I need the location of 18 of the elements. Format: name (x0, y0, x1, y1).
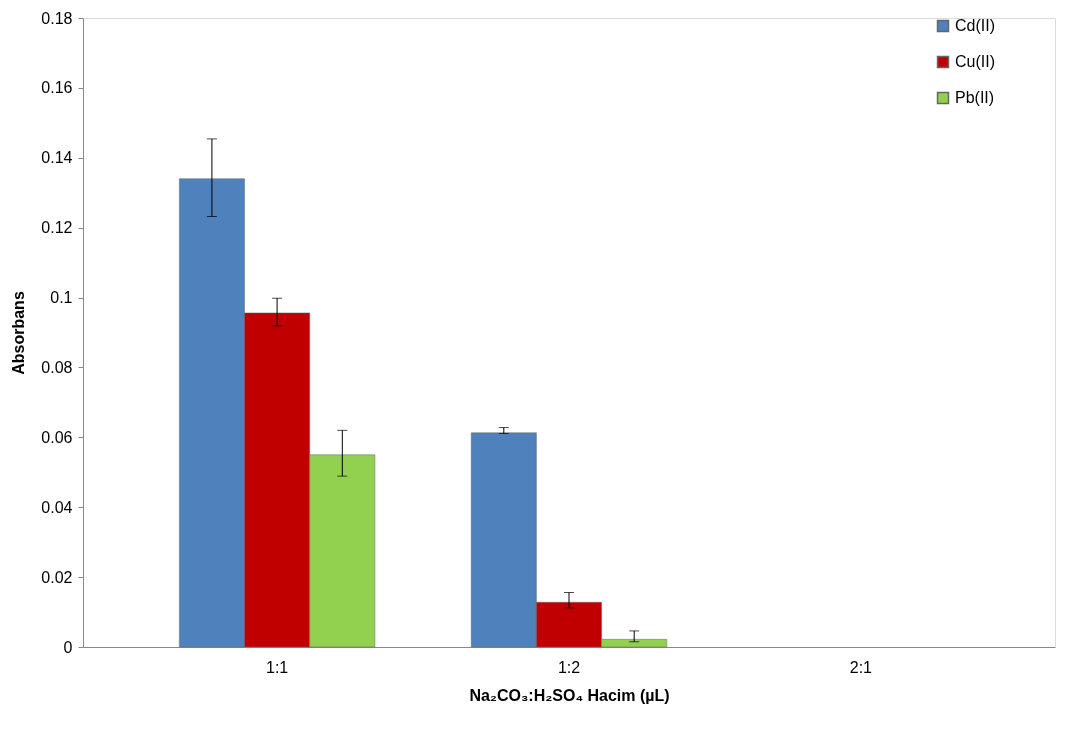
legend-label: Cu(II) (955, 53, 995, 70)
y-tick-label: 0.02 (41, 568, 73, 586)
y-tick-label: 0.14 (41, 149, 73, 167)
y-tick-label: 0.16 (41, 79, 73, 97)
x-tick-label: 1:2 (557, 658, 581, 676)
y-tick-label: 0.1 (50, 289, 73, 307)
x-tick-label: 1:1 (265, 658, 289, 676)
legend-label: Pb(II) (955, 89, 995, 106)
y-axis-title: Absorbans (10, 291, 28, 375)
y-tick-label: 0.04 (41, 498, 73, 516)
y-tick-label: 0 (63, 638, 73, 656)
y-tick-label: 0.06 (41, 428, 73, 446)
y-tick-label: 0.12 (41, 219, 73, 237)
x-tick-label: 2:1 (849, 658, 873, 676)
y-tick-label: 0.18 (41, 9, 73, 27)
legend-label: Cd(II) (955, 17, 995, 34)
y-tick-label: 0.08 (41, 358, 73, 376)
x-axis-title: Na₂CO₃:H₂SO₄ Hacim (µL) (469, 686, 670, 704)
